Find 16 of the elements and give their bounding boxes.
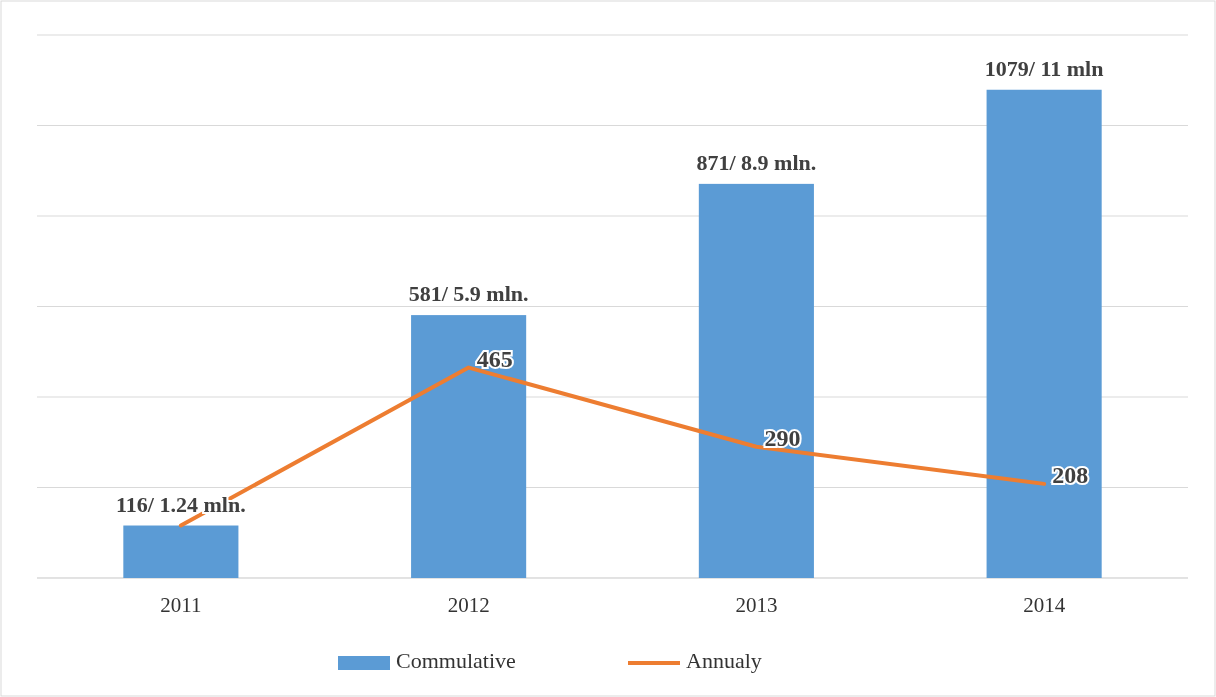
legend-label: Commulative: [396, 648, 516, 674]
data-label: 208: [1052, 462, 1089, 489]
bar: [411, 315, 527, 578]
bar: [698, 183, 814, 578]
bar: [986, 89, 1102, 578]
x-tick-label: 2012: [447, 593, 490, 617]
data-label: 871/ 8.9 mln.: [696, 149, 817, 175]
bar: [123, 525, 239, 578]
data-label: 290: [764, 425, 801, 452]
x-tick-label: 2014: [1023, 593, 1066, 617]
data-label: 465: [476, 346, 513, 373]
legend-label: Annualy: [686, 648, 762, 674]
x-tick-label: 2013: [735, 593, 778, 617]
data-label: 581/ 5.9 mln.: [408, 281, 529, 307]
data-label: 1079/ 11 mln: [984, 55, 1104, 81]
x-tick-label: 2011: [160, 593, 202, 617]
